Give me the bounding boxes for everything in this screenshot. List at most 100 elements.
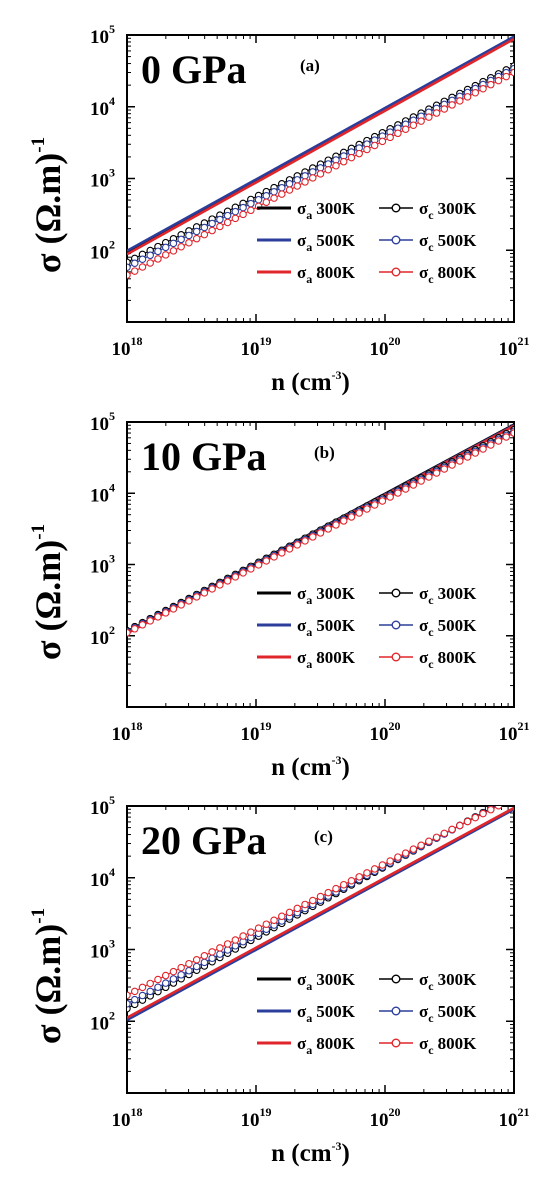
data-point xyxy=(463,453,472,461)
data-point xyxy=(247,199,255,208)
legend-temp: 800K xyxy=(438,1034,478,1053)
plot-area xyxy=(127,792,517,1022)
data-point xyxy=(216,581,224,589)
y-tick-label: 105 xyxy=(90,793,115,819)
data-point xyxy=(502,433,511,441)
data-point xyxy=(177,963,185,972)
data-point xyxy=(332,521,340,529)
legend-symbol: σ xyxy=(297,584,307,603)
x-label-main: n (cm xyxy=(271,369,332,396)
data-point xyxy=(324,166,332,174)
data-point xyxy=(471,449,480,457)
legend-temp: 800K xyxy=(316,263,356,282)
data-point xyxy=(378,137,387,146)
data-point xyxy=(285,908,294,917)
legend-symbol: σ xyxy=(419,231,429,250)
tick-base: 10 xyxy=(112,1110,131,1131)
data-point xyxy=(347,877,356,885)
series-c-800K xyxy=(127,429,514,637)
data-point xyxy=(401,849,410,857)
legend-marker xyxy=(391,203,401,213)
data-point xyxy=(332,161,340,170)
tick-exp: 21 xyxy=(518,719,530,733)
data-point xyxy=(479,809,487,818)
legend-subscript: c xyxy=(428,593,434,607)
data-point xyxy=(363,505,371,513)
data-point xyxy=(456,97,464,105)
y-label-sup: -1 xyxy=(28,137,49,153)
data-point xyxy=(463,817,472,826)
data-point xyxy=(177,601,185,609)
data-point xyxy=(487,80,495,89)
y-tick-label: 104 xyxy=(90,480,115,506)
data-point xyxy=(208,219,216,228)
data-point xyxy=(200,952,209,960)
data-point xyxy=(386,133,394,142)
data-point xyxy=(254,924,263,932)
data-point xyxy=(355,149,363,158)
legend-temp: 300K xyxy=(438,970,478,989)
x-label-close: ) xyxy=(342,1140,350,1167)
tick-base: 10 xyxy=(90,557,109,578)
legend-temp: 500K xyxy=(438,231,478,250)
data-point xyxy=(262,198,271,206)
data-point xyxy=(185,231,193,240)
data-point xyxy=(146,259,154,267)
panel-tag: (b) xyxy=(314,443,335,462)
series-line xyxy=(127,806,514,1019)
data-point xyxy=(494,806,503,810)
data-point xyxy=(503,797,509,803)
data-point xyxy=(503,799,509,805)
data-point xyxy=(409,121,418,129)
data-point xyxy=(511,792,517,798)
tick-base: 10 xyxy=(90,242,109,263)
x-tick-label: 1018 xyxy=(112,334,143,360)
data-point xyxy=(394,129,402,138)
data-point xyxy=(262,920,271,928)
legend-entry: σc 800K xyxy=(419,648,477,671)
data-point xyxy=(270,553,278,561)
data-point xyxy=(425,837,433,846)
data-point xyxy=(169,605,178,613)
legend-temp: 300K xyxy=(316,970,356,989)
data-point xyxy=(339,880,348,889)
legend-symbol: σ xyxy=(419,199,429,218)
tick-base: 10 xyxy=(90,798,109,819)
legend-subscript: a xyxy=(306,240,312,254)
data-point xyxy=(169,239,178,248)
data-point xyxy=(309,896,317,905)
data-point xyxy=(316,529,325,537)
tick-base: 10 xyxy=(90,870,109,891)
data-point xyxy=(223,577,232,585)
data-point xyxy=(138,621,147,629)
legend-subscript: c xyxy=(428,979,434,993)
data-point xyxy=(370,501,379,509)
data-point xyxy=(169,967,178,976)
data-point xyxy=(432,469,441,477)
data-point xyxy=(138,991,147,1000)
tick-base: 10 xyxy=(90,942,109,963)
data-point xyxy=(231,214,240,223)
tick-exp: 4 xyxy=(109,865,115,879)
legend-subscript: a xyxy=(306,657,312,671)
data-point xyxy=(127,271,131,279)
panel-label: 10 GPa xyxy=(141,434,267,479)
tick-base: 10 xyxy=(499,1110,518,1131)
data-point xyxy=(154,613,162,621)
legend-temp: 300K xyxy=(316,199,356,218)
tick-exp: 19 xyxy=(260,719,272,733)
data-point xyxy=(494,437,503,445)
x-tick-label: 1019 xyxy=(241,334,272,360)
y-tick-label: 103 xyxy=(90,552,115,578)
data-point xyxy=(511,793,517,799)
panel-label: 20 GPa xyxy=(141,818,267,863)
legend-entry: σa 300K xyxy=(297,199,356,222)
legend-temp: 800K xyxy=(438,263,478,282)
x-axis-label: n (cm-3) xyxy=(271,368,350,396)
y-tick-label: 103 xyxy=(90,166,115,192)
legend-subscript: a xyxy=(306,208,312,222)
data-point xyxy=(285,186,294,194)
tick-exp: 21 xyxy=(518,334,530,348)
